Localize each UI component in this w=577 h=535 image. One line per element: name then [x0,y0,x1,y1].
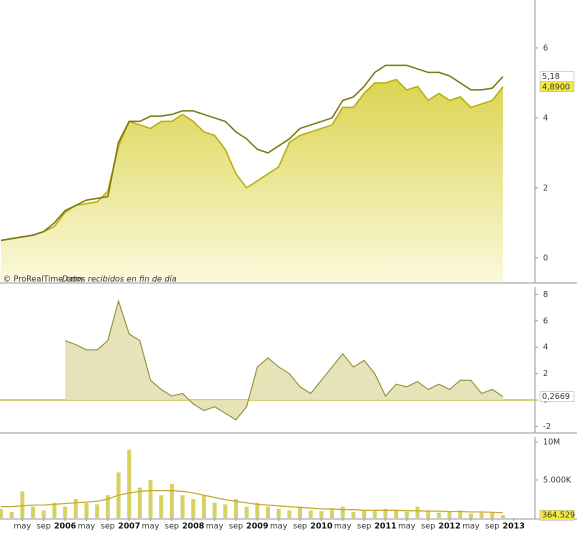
x-tick-label: sep [357,522,371,531]
x-tick-label: sep [293,522,307,531]
x-tick-label: sep [101,522,115,531]
y-tick-label: 5.000K [543,476,572,485]
x-tick-label: sep [485,522,499,531]
y-tick-label: 0 [543,253,548,262]
x-tick-label: 2009 [246,522,269,531]
value-label-box [539,71,575,82]
volume-bar [276,508,281,518]
volume-bar [479,512,484,518]
x-tick-label: sep [37,522,51,531]
value-label-box [539,391,575,402]
volume-bar [95,504,100,518]
x-tick-label: 2008 [182,522,205,531]
value-label: 364.529 [542,511,575,520]
volume-bar [52,502,57,518]
y-tick-label: 10M [543,438,560,447]
volume-bar [490,511,495,518]
volume-bar [351,511,356,518]
x-tick-label: sep [229,522,243,531]
volume-bar [212,502,217,518]
volume-bar [159,495,164,518]
y-tick-label: -2 [543,422,551,431]
volume-bar [63,506,68,518]
x-tick-label: 2012 [438,522,460,531]
value-label: 4,8900 [542,82,570,91]
x-tick-label: may [206,522,224,531]
line [0,78,504,242]
volume-bar [180,495,185,518]
y-tick-label: 2 [543,183,548,192]
volume-bar [298,506,303,518]
volume-bar [84,502,89,518]
volume-bar [255,502,260,518]
volume-bar [362,510,367,518]
y-tick-label: 4 [543,343,548,352]
x-tick-label: 2010 [310,522,333,531]
volume-bar [404,511,409,518]
y-tick-label: 6 [543,43,548,52]
volume-bar [394,510,399,518]
volume-bar [201,495,206,518]
volume-bar [137,487,142,518]
x-tick-label: 2007 [118,522,140,531]
volume-bar [9,511,14,518]
volume-bar [447,511,452,518]
note-label: Datos recibidos en fin de día [62,275,177,284]
volume-bar [436,512,441,518]
volume-bar [383,508,388,518]
volume-bar [340,506,345,518]
volume-bar [266,506,270,518]
area-fill [1,79,503,282]
volume-bar [287,510,292,518]
volume-bar [223,504,228,518]
x-tick-label: sep [165,522,179,531]
volume-bar [105,495,110,518]
x-tick-label: 2011 [374,522,397,531]
y-tick-label: 2 [543,369,548,378]
line [64,299,504,421]
volume-bar [169,483,174,518]
volume-bar [319,511,324,518]
volume-bar [233,499,238,518]
volume-bar [0,508,3,518]
volume-bar [500,515,505,518]
x-tick-label: may [14,522,32,531]
volume-bar [41,510,46,518]
x-tick-label: sep [421,522,435,531]
volume-bar [20,491,25,518]
x-tick-label: may [270,522,288,531]
x-tick-label: may [142,522,160,531]
value-label-box [539,509,575,521]
source-label: © ProRealTime.com [3,275,83,284]
y-tick-label: 8 [543,290,548,299]
volume-bar [458,510,463,518]
volume-bar [372,511,377,518]
x-tick-label: may [398,522,416,531]
value-label: 0,2669 [542,392,570,401]
volume-bar [191,499,196,518]
x-tick-label: 2013 [503,522,525,531]
volume-bar [31,506,36,518]
volume-bar [127,449,132,518]
x-tick-label: may [462,522,480,531]
volume-bar [73,499,78,518]
volume-bar [415,506,420,518]
area-fill [65,300,503,420]
volume-bar [468,513,473,518]
volume-bar [148,480,153,518]
x-tick-label: may [334,522,352,531]
y-tick-label: 4 [543,113,548,122]
y-tick-label: 6 [543,316,548,325]
volume-bar [308,510,313,518]
line [0,64,504,242]
x-tick-label: 2006 [54,522,77,531]
volume-bar [330,508,335,518]
volume-bar [426,511,431,518]
value-label: 5,18 [542,72,560,81]
x-tick-label: may [78,522,96,531]
average-line [1,490,503,514]
volume-bar [244,506,249,518]
